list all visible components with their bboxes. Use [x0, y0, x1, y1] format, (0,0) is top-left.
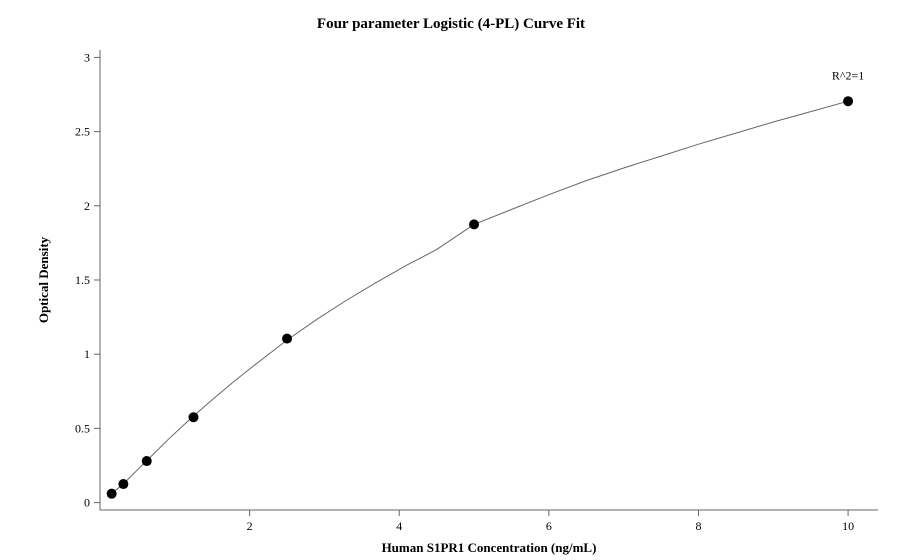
r-squared-annotation: R^2=1 — [832, 69, 864, 83]
data-point — [142, 456, 152, 466]
x-tick-label: 4 — [396, 519, 402, 533]
chart-container: Four parameter Logistic (4-PL) Curve Fit… — [0, 0, 903, 560]
y-tick-label: 0.5 — [75, 421, 90, 435]
y-tick-label: 1 — [84, 347, 90, 361]
data-point — [189, 412, 199, 422]
x-tick-label: 8 — [695, 519, 701, 533]
x-tick-label: 10 — [842, 519, 854, 533]
x-tick-label: 2 — [247, 519, 253, 533]
y-axis-label: Optical Density — [36, 236, 51, 323]
y-tick-label: 3 — [84, 50, 90, 64]
data-point — [282, 334, 292, 344]
data-point — [843, 96, 853, 106]
y-tick-label: 0 — [84, 496, 90, 510]
data-point — [107, 489, 117, 499]
data-point — [118, 479, 128, 489]
data-point — [469, 219, 479, 229]
plot-background — [0, 0, 903, 560]
y-tick-label: 2 — [84, 199, 90, 213]
y-tick-label: 1.5 — [75, 273, 90, 287]
y-tick-label: 2.5 — [75, 125, 90, 139]
x-tick-label: 6 — [546, 519, 552, 533]
x-axis-label: Human S1PR1 Concentration (ng/mL) — [382, 540, 597, 555]
chart-svg: Four parameter Logistic (4-PL) Curve Fit… — [0, 0, 903, 560]
chart-title: Four parameter Logistic (4-PL) Curve Fit — [317, 16, 585, 32]
